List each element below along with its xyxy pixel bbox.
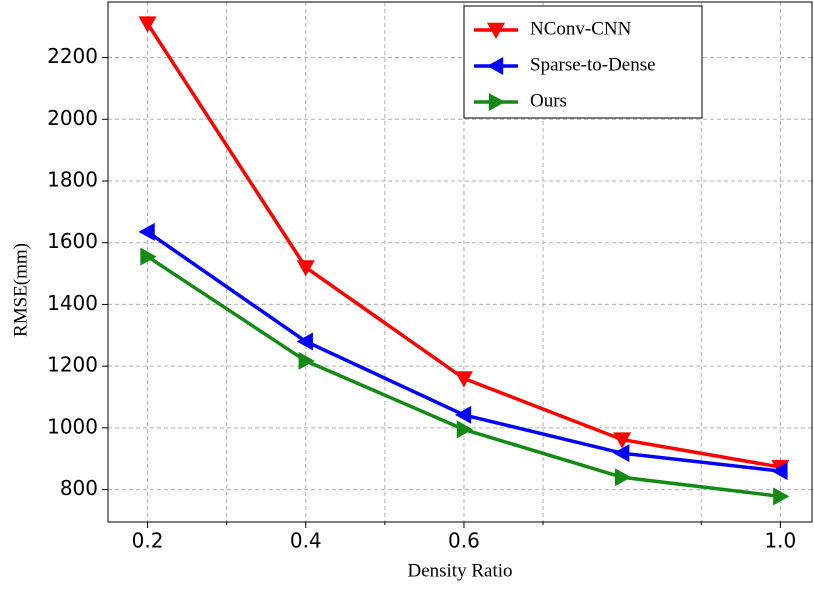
marker (454, 405, 472, 424)
legend-label: NConv-CNN (530, 18, 632, 39)
marker (454, 371, 473, 388)
legend-label: Ours (530, 90, 567, 111)
y-tick-label: 1200 (47, 353, 98, 377)
x-tick-label: 0.6 (448, 529, 480, 553)
x-axis-label: Density Ratio (407, 560, 512, 581)
plot-frame (107, 1, 813, 523)
marker (140, 247, 157, 266)
y-axis-label: RMSE(mm) (10, 243, 31, 337)
legend-label: Sparse-to-Dense (530, 54, 656, 75)
x-tick-label: 1.0 (764, 529, 796, 553)
y-tick-label: 1600 (47, 229, 98, 253)
y-tick-label: 1800 (47, 167, 98, 191)
marker (771, 462, 788, 481)
marker (138, 16, 157, 33)
y-tick-label: 800 (60, 476, 98, 500)
legend-marker (487, 57, 504, 75)
marker (614, 468, 632, 487)
marker (613, 444, 630, 463)
marker (138, 222, 155, 241)
marker (296, 332, 313, 351)
marker (456, 420, 473, 439)
y-tick-label: 1400 (47, 291, 98, 315)
x-tick-label: 0.2 (132, 529, 164, 553)
marker (298, 351, 315, 370)
marker (296, 260, 315, 277)
x-tick-label: 0.4 (290, 529, 322, 553)
legend-marker (487, 22, 505, 39)
legend-marker (488, 93, 505, 111)
plot-area (108, 2, 812, 522)
marker (613, 432, 632, 449)
y-tick-label: 1000 (47, 414, 98, 438)
y-tick-label: 2000 (47, 106, 98, 130)
marker (773, 487, 790, 506)
y-tick-label: 2200 (47, 44, 98, 68)
